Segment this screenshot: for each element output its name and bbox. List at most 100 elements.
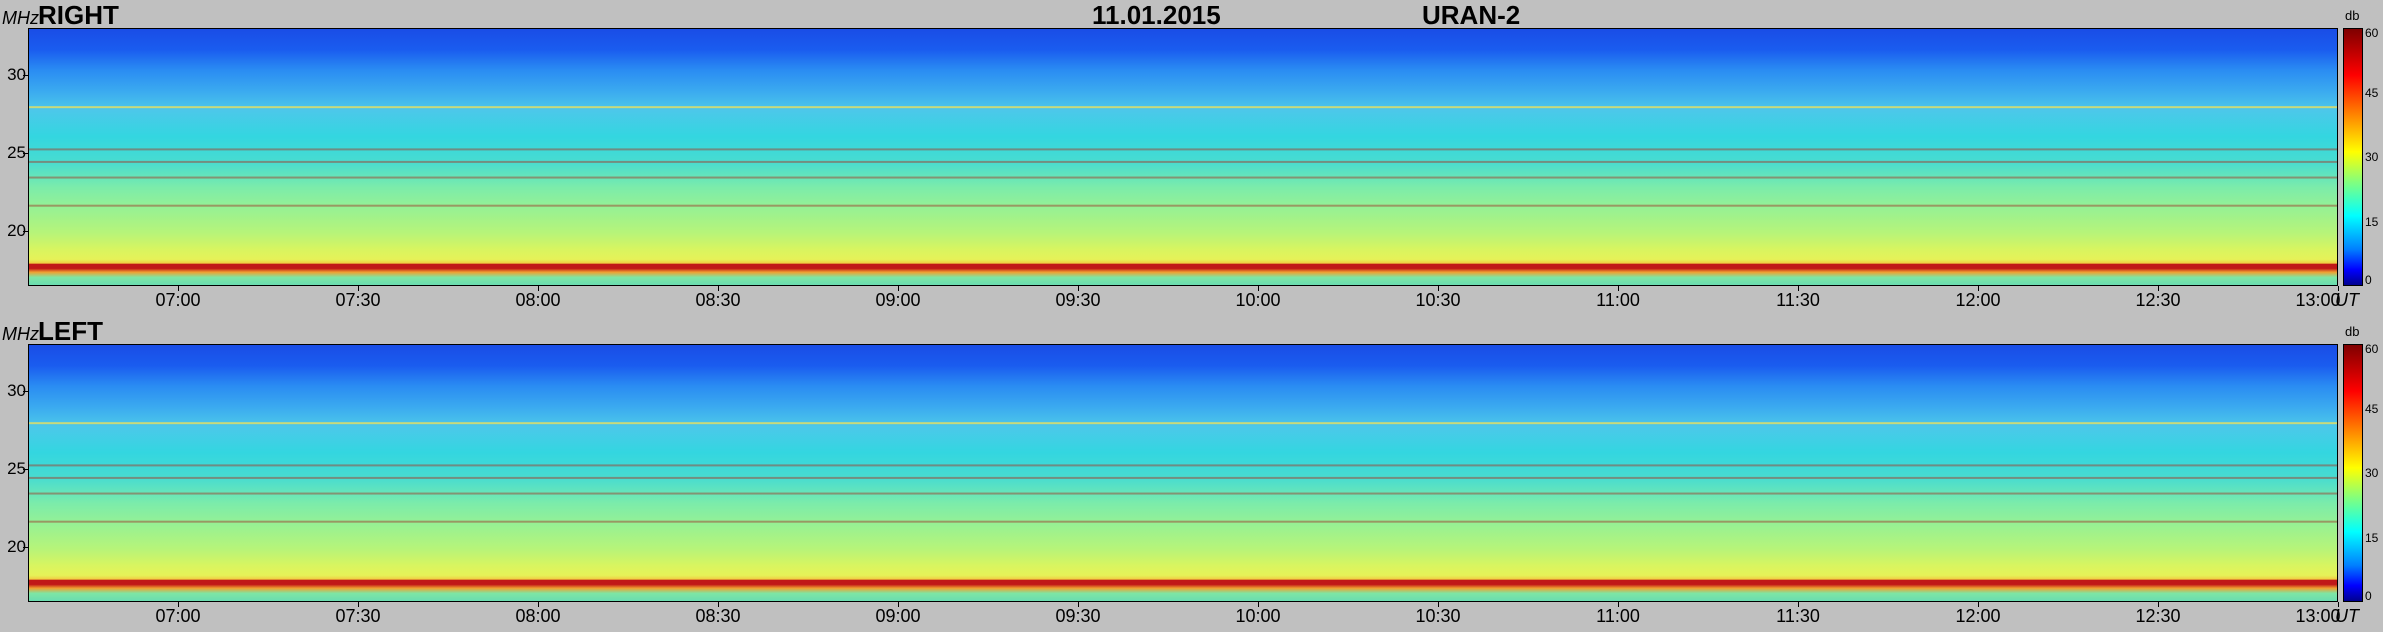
x-tick-mark bbox=[538, 286, 539, 291]
interference-line bbox=[29, 148, 2337, 151]
x-tick-label: 07:00 bbox=[155, 290, 201, 310]
y-tick-label: 20 bbox=[7, 221, 26, 241]
x-tick-label: 12:30 bbox=[2135, 290, 2181, 310]
strong-emission-line bbox=[29, 263, 2337, 269]
x-tick-label: 10:30 bbox=[1415, 290, 1461, 310]
panel-left-spectrogram bbox=[28, 344, 2338, 602]
colorbar-tick-label: 30 bbox=[2365, 466, 2379, 480]
interference-line bbox=[29, 422, 2337, 425]
colorbar-tick-label: 30 bbox=[2365, 150, 2379, 164]
x-tick-mark bbox=[178, 602, 179, 607]
colorbar-tick-label: 45 bbox=[2365, 85, 2379, 100]
x-tick-mark bbox=[538, 602, 539, 607]
x-tick-label: 10:30 bbox=[1415, 606, 1461, 626]
strong-emission-line bbox=[29, 579, 2337, 585]
y-tick-label: 30 bbox=[7, 380, 26, 400]
panel-left-colorbar-unit: db bbox=[2345, 324, 2360, 339]
x-tick-label: 12:00 bbox=[1955, 606, 2001, 626]
panel-right-yunit: MHz bbox=[2, 8, 39, 28]
interference-line bbox=[29, 464, 2337, 467]
spectrogram-overlay bbox=[29, 106, 2337, 269]
x-tick-label: 12:30 bbox=[2135, 606, 2181, 626]
x-tick-label: 13:00 bbox=[2295, 290, 2341, 310]
date-title: 11.01.2015 bbox=[1092, 0, 1221, 30]
x-tick-mark bbox=[178, 286, 179, 291]
y-tick-mark bbox=[23, 153, 28, 155]
colorbar-tick-label: 0 bbox=[2365, 273, 2372, 287]
y-tick-mark bbox=[23, 74, 28, 76]
x-tick-mark bbox=[1618, 602, 1619, 607]
x-tick-mark bbox=[1978, 602, 1979, 607]
x-tick-label: 07:30 bbox=[335, 290, 381, 310]
x-tick-mark bbox=[1258, 286, 1259, 291]
panel-right-colorbar bbox=[2343, 28, 2363, 286]
x-tick-mark bbox=[898, 286, 899, 291]
interference-line bbox=[29, 520, 2337, 523]
x-tick-mark bbox=[1078, 602, 1079, 607]
panel-right-colorbar-unit: db bbox=[2345, 8, 2360, 23]
colorbar-tick-label: 15 bbox=[2365, 530, 2379, 545]
x-tick-label: 11:00 bbox=[1596, 606, 1640, 626]
y-tick-mark bbox=[23, 469, 28, 471]
panel-left-yunit: MHz bbox=[2, 324, 39, 344]
interference-line bbox=[29, 204, 2337, 207]
interference-line bbox=[29, 176, 2337, 179]
colorbar-tick-label: 0 bbox=[2365, 589, 2372, 603]
x-tick-mark bbox=[1618, 286, 1619, 291]
y-tick-label: 30 bbox=[7, 64, 26, 84]
x-tick-mark bbox=[1978, 286, 1979, 291]
interference-line bbox=[29, 160, 2337, 163]
x-tick-mark bbox=[898, 602, 899, 607]
panel-right-label: RIGHT bbox=[38, 0, 119, 30]
x-tick-mark bbox=[1078, 286, 1079, 291]
panel-right-xunit: UT bbox=[2335, 290, 2359, 310]
x-tick-label: 08:00 bbox=[515, 290, 561, 310]
x-tick-label: 09:00 bbox=[875, 290, 921, 310]
x-tick-label: 08:30 bbox=[695, 290, 741, 310]
colorbar-tick-label: 45 bbox=[2365, 401, 2379, 416]
y-tick-mark bbox=[23, 547, 28, 549]
y-tick-mark bbox=[23, 390, 28, 392]
x-tick-mark bbox=[2338, 602, 2339, 607]
x-tick-label: 10:00 bbox=[1235, 290, 1281, 310]
x-tick-mark bbox=[718, 602, 719, 607]
x-tick-mark bbox=[1798, 602, 1799, 607]
interference-line bbox=[29, 106, 2337, 109]
x-tick-label: 09:30 bbox=[1055, 290, 1101, 310]
x-tick-mark bbox=[718, 286, 719, 291]
x-tick-mark bbox=[358, 286, 359, 291]
x-tick-mark bbox=[1798, 286, 1799, 291]
x-tick-label: 07:00 bbox=[155, 606, 201, 626]
x-tick-mark bbox=[2338, 286, 2339, 291]
y-tick-label: 25 bbox=[7, 143, 26, 163]
x-tick-label: 11:30 bbox=[1776, 606, 1820, 626]
x-tick-mark bbox=[358, 602, 359, 607]
interference-line bbox=[29, 476, 2337, 479]
y-tick-label: 25 bbox=[7, 459, 26, 479]
x-tick-mark bbox=[1438, 286, 1439, 291]
x-tick-label: 08:00 bbox=[515, 606, 561, 626]
panel-left-label: LEFT bbox=[38, 316, 103, 346]
x-tick-mark bbox=[2158, 602, 2159, 607]
x-tick-label: 08:30 bbox=[695, 606, 741, 626]
x-tick-label: 11:00 bbox=[1596, 290, 1640, 310]
x-tick-mark bbox=[2158, 286, 2159, 291]
x-tick-label: 07:30 bbox=[335, 606, 381, 626]
x-tick-mark bbox=[1258, 602, 1259, 607]
y-tick-mark bbox=[23, 231, 28, 233]
panel-left-colorbar bbox=[2343, 344, 2363, 602]
x-tick-label: 13:00 bbox=[2295, 606, 2341, 626]
x-tick-label: 09:30 bbox=[1055, 606, 1101, 626]
x-tick-label: 10:00 bbox=[1235, 606, 1281, 626]
colorbar-tick-label: 60 bbox=[2365, 342, 2379, 356]
instrument-title: URAN-2 bbox=[1422, 0, 1521, 30]
panel-right-spectrogram bbox=[28, 28, 2338, 286]
y-tick-label: 20 bbox=[7, 537, 26, 557]
colorbar-tick-label: 15 bbox=[2365, 214, 2379, 229]
colorbar-tick-label: 60 bbox=[2365, 26, 2379, 40]
spectrogram-overlay bbox=[29, 422, 2337, 585]
x-tick-mark bbox=[1438, 602, 1439, 607]
x-tick-label: 12:00 bbox=[1955, 290, 2001, 310]
x-tick-label: 09:00 bbox=[875, 606, 921, 626]
panel-left-xunit: UT bbox=[2335, 606, 2359, 626]
